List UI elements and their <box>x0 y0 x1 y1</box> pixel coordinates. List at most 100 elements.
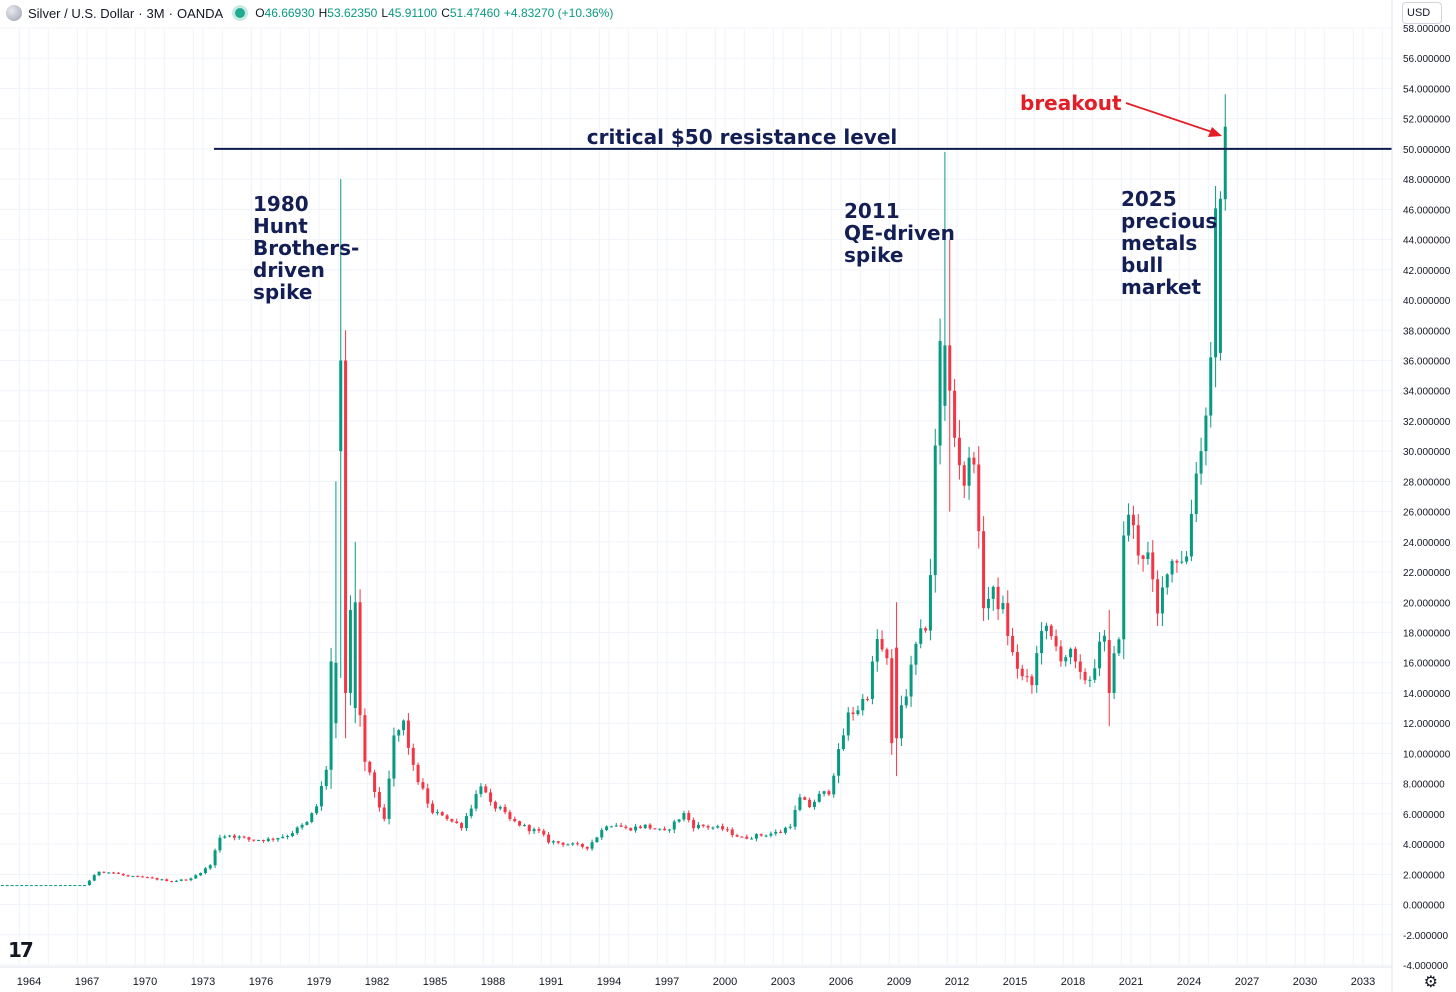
candle-body <box>711 827 715 829</box>
candle-body <box>943 345 947 406</box>
candle-body <box>363 715 367 762</box>
x-tick-label: 2003 <box>771 976 795 988</box>
candle <box>677 818 681 823</box>
breakout-label: breakout <box>1020 91 1122 115</box>
candle <box>83 885 87 887</box>
candle <box>750 836 754 840</box>
candle <box>909 655 913 707</box>
candle-body <box>170 881 174 883</box>
candle-body <box>677 819 681 822</box>
candle <box>682 810 686 822</box>
market-status-icon[interactable] <box>235 8 246 18</box>
candle <box>363 708 367 772</box>
annotation-label: 2025 precious metals bull market <box>1121 187 1217 299</box>
candle-body <box>503 806 507 813</box>
candle-body <box>368 761 372 773</box>
y-tick-label: 16.000000 <box>1403 659 1451 670</box>
candle <box>25 885 29 887</box>
candle-body <box>252 839 256 841</box>
candles <box>0 94 1227 887</box>
time-axis: 1964 1967 1970 1973 1976 1979 1982 1985 1988 1991… <box>0 966 1392 988</box>
candle <box>1165 573 1169 595</box>
candle-body <box>522 825 526 827</box>
candle <box>68 885 72 887</box>
candle-body <box>721 826 725 830</box>
candle <box>266 836 270 843</box>
candle <box>1035 645 1039 693</box>
candle <box>237 835 241 840</box>
y-tick-label: 40.000000 <box>1403 296 1451 307</box>
y-tick-label: 38.000000 <box>1403 326 1451 337</box>
candle <box>252 839 256 842</box>
candle-body <box>1093 668 1097 680</box>
candle <box>464 812 468 832</box>
candle-body <box>387 778 391 819</box>
candle <box>527 824 531 835</box>
annotation-line: bull <box>1121 253 1163 277</box>
candle <box>435 809 439 816</box>
interval-label[interactable]: 3M <box>146 5 165 21</box>
candle <box>740 835 744 838</box>
candle <box>107 872 111 874</box>
symbol-legend: Silver / U.S. Dollar · 3M · OANDA O 46.6… <box>0 0 1390 26</box>
candle <box>638 825 642 829</box>
candle <box>392 727 396 787</box>
candle-body <box>455 821 459 824</box>
candle <box>92 874 96 882</box>
candle-body <box>145 877 149 879</box>
candle-body <box>179 879 183 881</box>
candle-body <box>1180 561 1184 563</box>
candle <box>416 762 420 785</box>
candle <box>300 823 304 830</box>
candle-body <box>547 834 551 843</box>
candle-body <box>870 661 874 699</box>
candle <box>948 239 952 512</box>
candle <box>977 446 981 549</box>
candle-body <box>532 829 536 832</box>
candle-body <box>498 806 502 809</box>
candle <box>919 619 923 649</box>
candle-body <box>358 602 362 716</box>
candle-body <box>1122 535 1126 640</box>
candle <box>421 778 425 791</box>
x-tick-label: 1967 <box>75 976 99 988</box>
candle <box>1112 646 1116 700</box>
candle-body <box>759 834 763 836</box>
candle-body <box>194 875 198 879</box>
candle <box>827 789 831 797</box>
x-tick-label: 2030 <box>1293 976 1317 988</box>
candle <box>131 875 135 878</box>
candle <box>1127 503 1131 542</box>
y-tick-label: 34.000000 <box>1403 387 1451 398</box>
candle-body <box>319 786 323 807</box>
candle <box>1175 559 1179 573</box>
candle <box>460 821 464 831</box>
candle-body <box>257 839 261 841</box>
candle-body <box>416 764 420 783</box>
currency-selector[interactable]: USD <box>1402 2 1442 24</box>
symbol-name[interactable]: Silver / U.S. Dollar <box>28 5 135 21</box>
candle-body <box>1059 646 1063 662</box>
candle-body <box>1006 603 1010 636</box>
candle <box>624 824 628 830</box>
candle <box>199 872 203 877</box>
candle <box>503 804 507 815</box>
candle-body <box>402 720 406 731</box>
candle <box>522 823 526 827</box>
x-tick-label: 2033 <box>1351 976 1375 988</box>
x-tick-label: 1982 <box>365 976 389 988</box>
candle-body <box>890 658 894 744</box>
candle-body <box>991 586 995 599</box>
candle <box>382 804 386 822</box>
candle-body <box>658 828 662 830</box>
y-tick-label: 48.000000 <box>1403 175 1451 186</box>
candle <box>78 885 82 887</box>
candle-body <box>609 826 613 828</box>
settings-gear-icon[interactable]: ⚙ <box>1423 974 1438 991</box>
candle-body <box>68 885 72 887</box>
candle <box>1151 540 1155 593</box>
tradingview-logo[interactable]: 17 <box>8 938 34 962</box>
candle <box>179 879 183 882</box>
candle <box>837 743 841 784</box>
